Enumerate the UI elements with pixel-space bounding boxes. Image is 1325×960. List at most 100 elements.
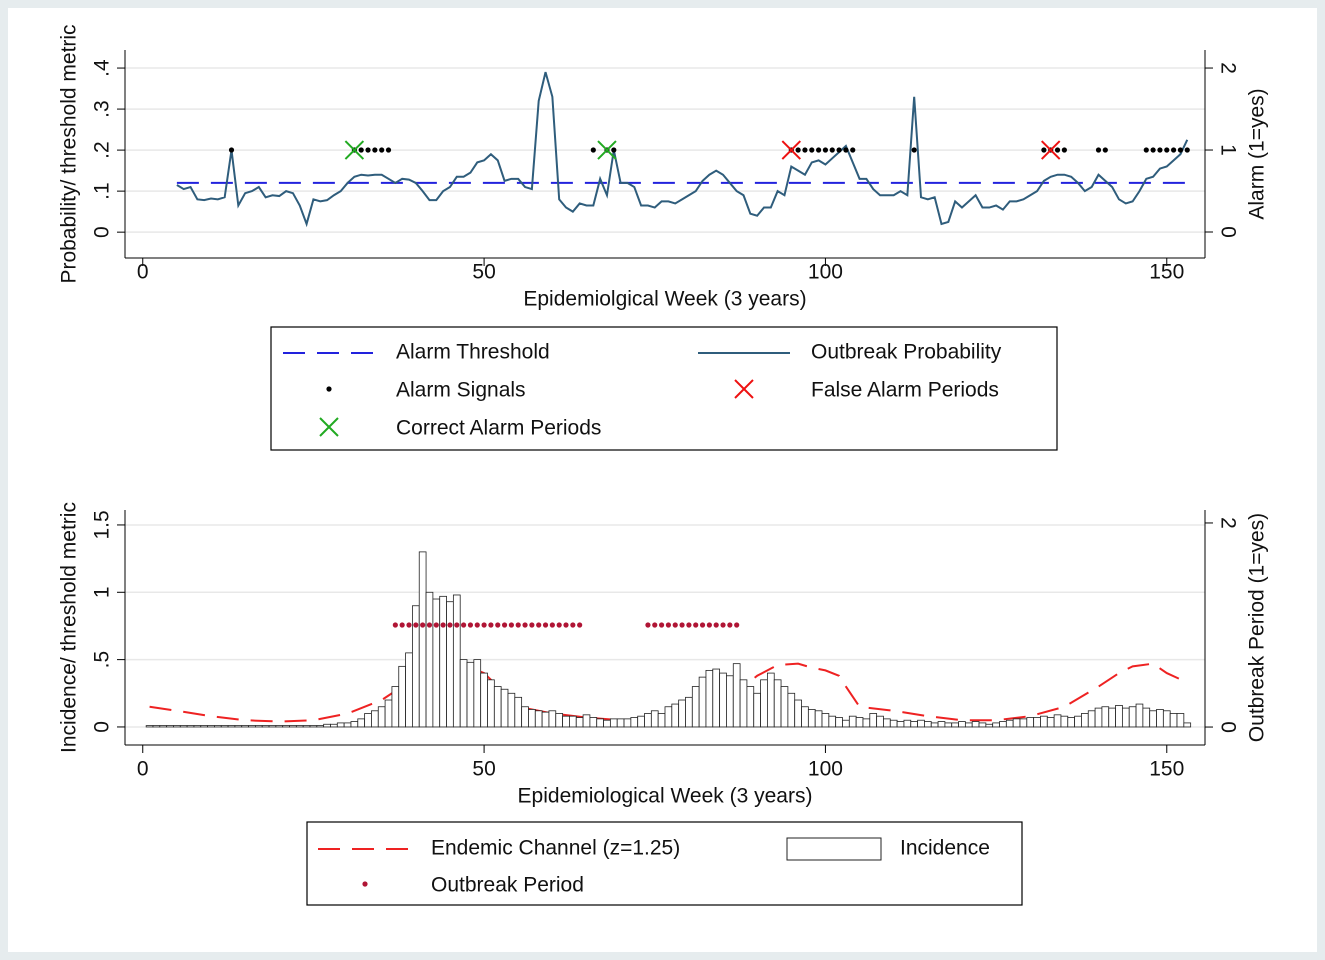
bar — [896, 721, 905, 728]
bar — [548, 710, 557, 728]
series-line — [176, 71, 1189, 228]
dot-marker — [577, 622, 583, 628]
bar — [848, 715, 857, 728]
bar — [999, 721, 1007, 728]
y-tick-label: 0 — [91, 226, 114, 238]
dot-marker — [1061, 147, 1067, 153]
bar — [657, 713, 666, 728]
bar — [883, 718, 891, 728]
dot-marker — [549, 622, 555, 628]
bar — [842, 719, 850, 728]
legend-label: Correct Alarm Periods — [396, 417, 601, 440]
bar — [685, 696, 693, 728]
bar — [432, 598, 441, 728]
dot-marker — [829, 147, 835, 153]
dot-marker — [1041, 147, 1047, 153]
dot-marker — [385, 147, 392, 153]
bar — [596, 718, 604, 728]
bar — [1012, 718, 1021, 728]
bar — [616, 718, 625, 728]
bar — [391, 686, 400, 728]
x-tick-label: 0 — [137, 758, 149, 781]
bar — [234, 725, 243, 728]
dot-marker — [461, 622, 467, 628]
legend-marker — [319, 417, 339, 437]
y-tick-label: 1 — [91, 586, 114, 598]
bar — [282, 725, 290, 728]
bar — [1019, 718, 1028, 728]
bar — [241, 725, 249, 728]
dot-marker — [522, 622, 528, 628]
bar — [254, 725, 263, 728]
dot-marker — [822, 147, 829, 153]
x-marker — [344, 140, 365, 160]
bar — [179, 725, 188, 728]
bar — [309, 725, 318, 728]
dot-marker — [720, 622, 726, 628]
legend-box — [306, 821, 1023, 906]
dot-marker — [665, 622, 672, 628]
bar — [903, 719, 912, 728]
dot-marker — [399, 622, 405, 628]
bar — [1040, 715, 1048, 728]
legend-marker — [734, 379, 754, 399]
dot-marker — [1102, 147, 1108, 153]
dot-marker — [693, 622, 699, 628]
bar — [343, 722, 352, 728]
bar — [173, 725, 181, 728]
x-tick-label: 50 — [472, 758, 495, 781]
bar — [821, 713, 830, 728]
bar — [261, 725, 270, 728]
dot-marker — [1164, 147, 1170, 153]
bar — [937, 721, 946, 728]
y-tick-label: .4 — [91, 59, 114, 77]
bar — [336, 722, 345, 728]
bar — [200, 725, 209, 728]
bar — [814, 710, 823, 728]
dot-marker — [542, 622, 549, 628]
bar — [575, 717, 584, 728]
bar — [295, 725, 304, 728]
bar — [726, 675, 734, 728]
bar — [869, 713, 878, 728]
bar — [459, 659, 468, 728]
bar — [603, 719, 611, 728]
bar — [487, 679, 495, 728]
dot-marker — [501, 622, 508, 628]
bar — [534, 710, 543, 728]
y-tick-label: .2 — [91, 141, 114, 159]
bar — [220, 725, 229, 728]
bar — [1046, 717, 1055, 728]
x-marker — [1041, 140, 1061, 160]
bar — [528, 709, 536, 728]
dot-marker — [515, 622, 521, 628]
dot-marker — [365, 147, 371, 153]
bar — [1060, 715, 1069, 728]
dot-marker — [816, 147, 822, 153]
x-tick-label: 150 — [1149, 758, 1184, 781]
dot-marker — [795, 147, 801, 153]
bar — [446, 601, 454, 728]
bar — [780, 686, 789, 728]
legend-swatch — [786, 837, 882, 861]
bar — [384, 699, 393, 728]
bar — [425, 591, 434, 728]
bar — [371, 710, 379, 728]
bar — [924, 721, 932, 728]
bar — [978, 722, 987, 728]
bar — [473, 659, 482, 728]
dot-marker — [686, 622, 692, 628]
dot-marker — [802, 147, 808, 153]
bar — [807, 709, 816, 728]
bar — [637, 715, 645, 728]
bar — [418, 551, 427, 728]
bar — [562, 715, 570, 728]
y2-tick-label: 0 — [1216, 226, 1239, 238]
bar — [302, 725, 311, 728]
bar — [541, 711, 550, 728]
bar — [698, 676, 707, 728]
x-tick-label: 150 — [1149, 261, 1184, 284]
bar — [1087, 710, 1096, 728]
bar — [773, 679, 782, 728]
